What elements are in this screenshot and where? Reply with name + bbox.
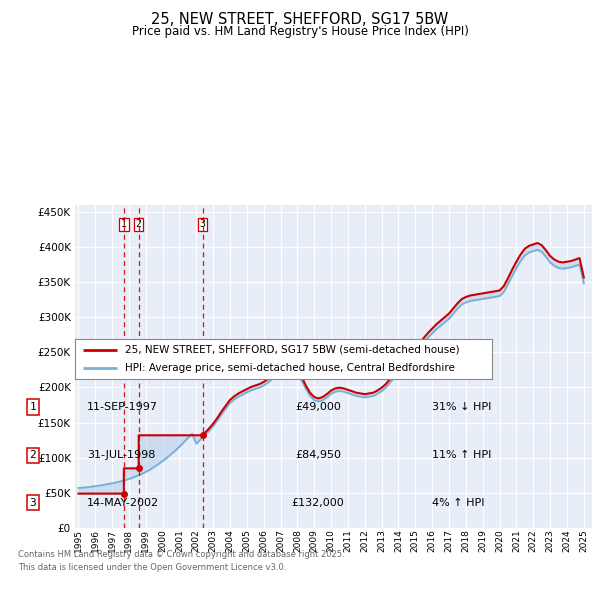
Text: 31% ↓ HPI: 31% ↓ HPI	[432, 402, 491, 412]
Text: 11% ↑ HPI: 11% ↑ HPI	[432, 451, 491, 460]
Text: 2: 2	[29, 451, 37, 460]
Text: 25, NEW STREET, SHEFFORD, SG17 5BW: 25, NEW STREET, SHEFFORD, SG17 5BW	[151, 12, 449, 27]
Text: £132,000: £132,000	[292, 498, 344, 507]
Text: 14-MAY-2002: 14-MAY-2002	[87, 498, 159, 507]
Text: £49,000: £49,000	[295, 402, 341, 412]
Text: Contains HM Land Registry data © Crown copyright and database right 2025.: Contains HM Land Registry data © Crown c…	[18, 550, 344, 559]
Text: 4% ↑ HPI: 4% ↑ HPI	[432, 498, 485, 507]
Text: Price paid vs. HM Land Registry's House Price Index (HPI): Price paid vs. HM Land Registry's House …	[131, 25, 469, 38]
Text: This data is licensed under the Open Government Licence v3.0.: This data is licensed under the Open Gov…	[18, 563, 286, 572]
Text: HPI: Average price, semi-detached house, Central Bedfordshire: HPI: Average price, semi-detached house,…	[125, 363, 455, 373]
Text: 1: 1	[121, 219, 127, 230]
Text: 2: 2	[136, 219, 142, 230]
Text: 3: 3	[200, 219, 205, 230]
Text: 25, NEW STREET, SHEFFORD, SG17 5BW (semi-detached house): 25, NEW STREET, SHEFFORD, SG17 5BW (semi…	[125, 345, 460, 355]
Text: 31-JUL-1998: 31-JUL-1998	[87, 451, 155, 460]
Text: £84,950: £84,950	[295, 451, 341, 460]
Text: 3: 3	[29, 498, 37, 507]
Text: 1: 1	[29, 402, 37, 412]
Text: 11-SEP-1997: 11-SEP-1997	[87, 402, 158, 412]
